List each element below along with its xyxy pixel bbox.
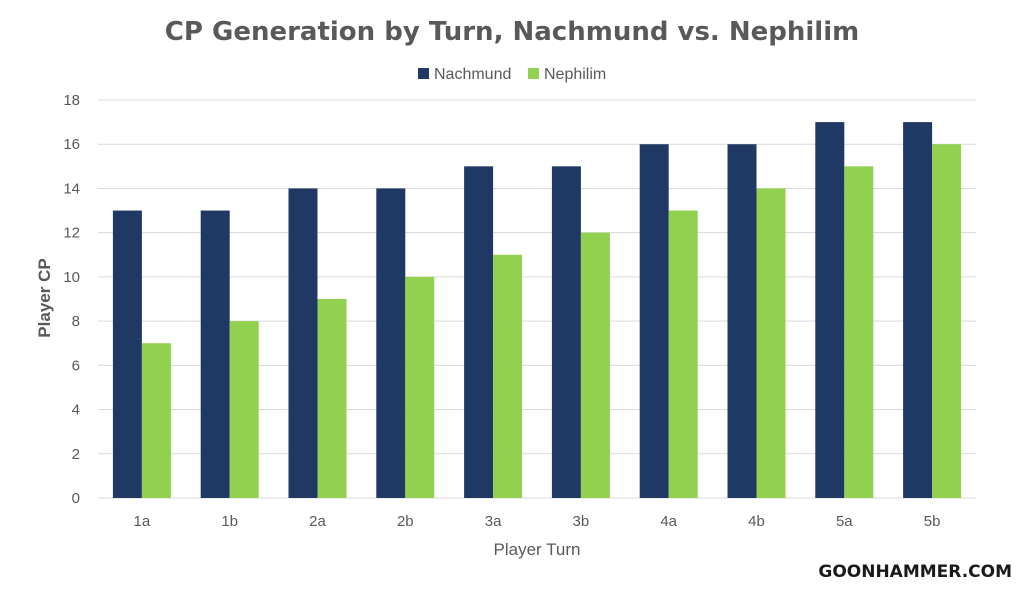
y-tick-label: 18 [63,92,80,109]
bar-nephilim-2b [405,276,435,498]
bar-nephilim-5a [844,166,874,499]
bar-nephilim-2a [317,299,347,498]
bar-nachmund-3b [551,166,581,499]
x-tick-label: 2a [309,513,326,530]
bar-nachmund-2b [376,188,406,498]
y-tick-label: 8 [72,313,80,330]
bar-nachmund-5b [903,122,933,498]
x-tick-label: 2b [397,513,414,530]
bars [112,122,962,499]
bar-nachmund-1a [112,210,142,499]
x-axis-label: Player Turn [494,540,581,559]
bar-nephilim-5b [932,144,962,498]
y-tick-label: 14 [63,180,80,197]
x-tick-label: 1b [221,513,238,530]
y-tick-label: 2 [72,446,80,463]
x-tick-label: 4b [748,513,765,530]
chart-title: CP Generation by Turn, Nachmund vs. Neph… [165,17,859,47]
y-axis-label: Player CP [35,258,54,337]
x-tick-label: 3a [485,513,502,530]
bar-nachmund-2a [288,188,318,498]
x-tick-label: 5a [836,513,853,530]
y-axis-ticks: 0 2 4 6 8 10 12 14 16 18 [63,92,80,507]
bar-nachmund-1b [200,210,230,499]
legend-swatch-nephilim [528,68,539,79]
bar-nachmund-3a [464,166,494,499]
x-tick-label: 5b [924,513,941,530]
bar-nachmund-4a [639,144,669,498]
bar-nephilim-1a [141,343,171,498]
x-tick-label: 3b [573,513,590,530]
x-axis-ticks: 1a 1b 2a 2b 3a 3b 4a 4b 5a 5b [134,513,941,530]
bar-nachmund-5a [815,122,845,498]
y-tick-label: 0 [72,490,80,507]
y-tick-label: 16 [63,136,80,153]
legend-label: Nephilim [544,66,606,83]
y-tick-label: 10 [63,269,80,286]
bar-nephilim-3a [493,254,523,498]
bar-nephilim-4a [668,210,698,499]
x-tick-label: 4a [660,513,677,530]
bar-nephilim-3b [580,232,610,498]
y-tick-label: 4 [72,402,80,419]
bar-nephilim-4b [756,188,786,498]
watermark-text: GOONHAMMER.COM [818,562,1012,582]
legend: Nachmund Nephilim [418,66,606,83]
bar-nachmund-4b [727,144,757,498]
x-tick-label: 1a [134,513,151,530]
y-tick-label: 6 [72,357,80,374]
y-tick-label: 12 [63,225,80,242]
bar-nephilim-1b [229,321,259,498]
legend-label: Nachmund [434,66,511,83]
legend-swatch-nachmund [418,68,429,79]
